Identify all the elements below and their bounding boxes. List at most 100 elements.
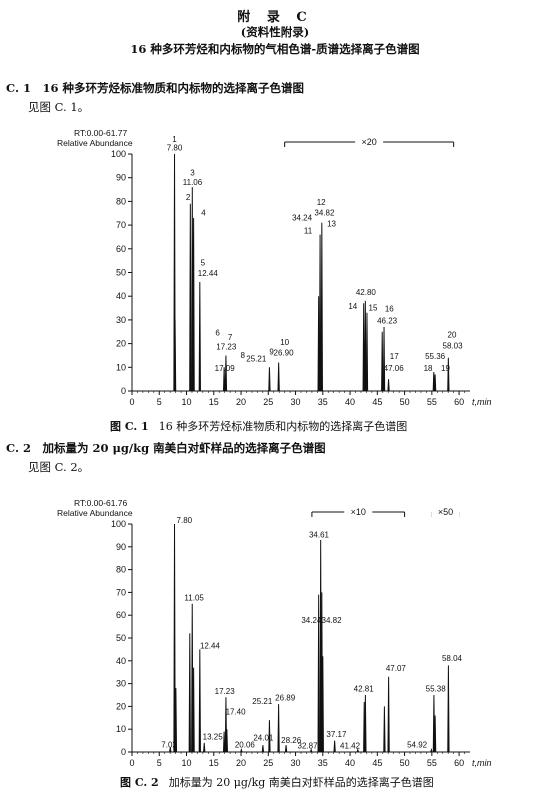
y-tick-label: 70	[116, 220, 126, 230]
figure-c1-caption: 图 C. 1 16 种多环芳烃标准物质和内标物的选择离子色谱图	[110, 418, 407, 434]
peak	[362, 303, 365, 392]
peak-annotation: 26.89	[275, 694, 296, 703]
peak-annotation: 41.42	[340, 742, 361, 751]
peak-annotation: 54.92	[407, 740, 428, 749]
x-tick-label: 50	[400, 758, 410, 768]
peak	[321, 656, 324, 753]
peak	[222, 731, 226, 753]
peak-annotation: 11.06	[183, 178, 203, 187]
peak-annotation: 26.90	[274, 348, 295, 357]
peak	[447, 665, 450, 753]
peak-annotation: 12	[317, 198, 326, 207]
peak-annotation: 25.21	[246, 354, 267, 363]
peak-annotation: 7.02	[161, 740, 177, 749]
peak-annotation: 55.38	[426, 685, 447, 694]
figure-c1-text: 16 种多环芳烃标准物质和内标物的选择离子色谱图	[158, 420, 408, 433]
scale-factor-label: ×10	[351, 507, 366, 517]
y-tick-label: 0	[121, 747, 126, 757]
peak-annotation: 20.06	[235, 740, 256, 749]
peak-annotation: 47.06	[384, 364, 405, 373]
peak	[382, 327, 386, 392]
peak-annotation: 18	[424, 364, 433, 373]
x-tick-label: 30	[291, 758, 301, 768]
figure-c2-text: 加标量为 20 μg/kg 南美白对虾样品的选择离子色谱图	[168, 776, 434, 789]
peak-annotation: 10	[280, 338, 289, 347]
scale-label-bg	[355, 136, 384, 147]
peak-annotation: 9	[269, 347, 274, 356]
peak	[317, 594, 320, 753]
appendix-title: 16 种多环芳烃和内标物的气相色谱-质谱选择离子色谱图	[130, 42, 420, 56]
peak	[318, 234, 322, 392]
peak	[381, 331, 384, 392]
peak	[387, 379, 390, 392]
peak	[268, 367, 271, 392]
peak-annotation: 7.80	[167, 143, 183, 152]
y-tick-label: 70	[116, 587, 126, 597]
peak	[224, 355, 228, 392]
peak	[191, 603, 194, 753]
scale-label-bg	[431, 506, 460, 517]
y-tick-label: 30	[116, 679, 126, 689]
y-tick-label: 40	[116, 656, 126, 666]
x-tick-label: 25	[263, 397, 273, 407]
y-tick-label: 10	[116, 362, 126, 372]
peak-annotation: 58.03	[443, 341, 464, 350]
appendix-type: (资料性附录)	[240, 25, 310, 39]
peak-annotation: 47.07	[386, 664, 407, 673]
peak	[277, 704, 280, 753]
peak	[387, 676, 390, 753]
peak	[277, 362, 280, 392]
peak-annotation: 17.23	[216, 343, 237, 352]
peak	[268, 720, 271, 753]
peak-annotation: 3	[190, 168, 195, 177]
peak	[447, 357, 450, 392]
y-tick-label: 10	[116, 724, 126, 734]
y-tick-label: 100	[111, 519, 126, 529]
y-tick-label: 80	[116, 196, 126, 206]
peak	[203, 742, 206, 753]
peak-annotation: 34.82	[322, 616, 343, 625]
x-tick-label: 5	[157, 397, 162, 407]
peak	[430, 747, 433, 753]
peak-annotation: 55.36	[425, 352, 446, 361]
x-tick-label: 40	[345, 397, 355, 407]
peak-annotation: 4	[201, 209, 206, 218]
peak-annotation: 37.17	[326, 730, 347, 739]
peak-annotation: 34.61	[309, 531, 330, 540]
peak	[198, 281, 201, 392]
peak	[173, 523, 176, 753]
peak-annotation: 24.01	[253, 734, 274, 743]
x-tick-label: 60	[454, 397, 464, 407]
peak-annotation: 20	[448, 331, 457, 340]
y-tick-label: 90	[116, 173, 126, 183]
peak	[333, 740, 336, 753]
x-tick-label: 35	[318, 397, 328, 407]
x-tick-label: 25	[263, 758, 273, 768]
x-tick-label: 20	[236, 397, 246, 407]
x-axis-label: t,min	[472, 397, 492, 407]
x-tick-label: 45	[372, 397, 382, 407]
peak-annotation: 13	[327, 219, 336, 228]
peak	[261, 745, 265, 753]
peak-annotation: 15	[369, 303, 378, 312]
x-axis-label: t,min	[472, 758, 492, 768]
peak-annotation: 12.44	[200, 641, 221, 650]
x-tick-label: 55	[427, 397, 437, 407]
peak-annotation: 17	[390, 352, 399, 361]
x-tick-label: 35	[318, 758, 328, 768]
peak-annotation: 17.09	[215, 364, 236, 373]
peak-annotation: 14	[348, 302, 357, 311]
y-tick-label: 90	[116, 542, 126, 552]
peak-annotation: 7.80	[177, 516, 193, 525]
peak-annotation: 34.24	[292, 213, 313, 222]
x-tick-label: 30	[291, 397, 301, 407]
peak-annotation: 17.23	[215, 687, 236, 696]
y-tick-label: 60	[116, 244, 126, 254]
peak-annotation: 11.05	[184, 593, 204, 602]
x-tick-label: 60	[454, 758, 464, 768]
peak-annotation: 1	[172, 135, 177, 144]
x-tick-label: 50	[400, 397, 410, 407]
peak-annotation: 42.81	[354, 685, 375, 694]
peak	[433, 715, 437, 753]
